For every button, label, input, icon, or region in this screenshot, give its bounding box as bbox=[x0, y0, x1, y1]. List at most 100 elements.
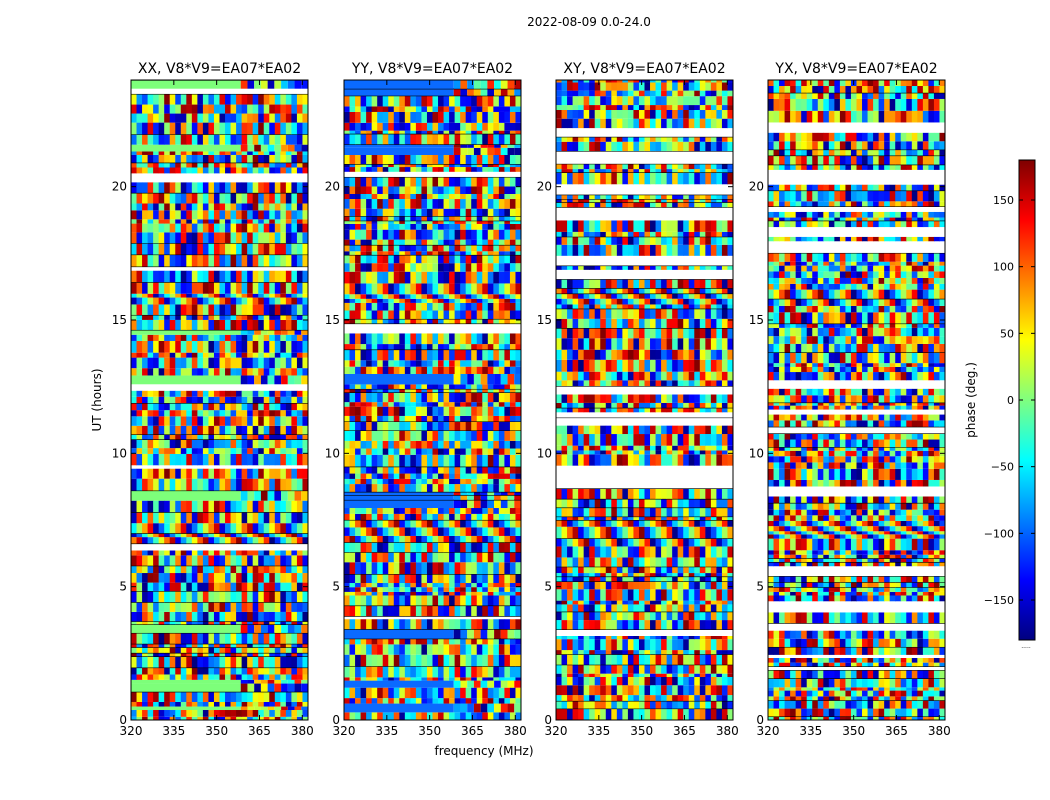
heatmap-row bbox=[768, 715, 945, 720]
heatmap-row bbox=[556, 573, 733, 577]
x-tick-label: 380 bbox=[291, 724, 314, 738]
heatmap-row bbox=[768, 502, 945, 510]
heatmap-row bbox=[556, 673, 733, 678]
heatmap-row bbox=[344, 573, 521, 584]
heatmap-row bbox=[344, 294, 521, 299]
y-tick-label: 0 bbox=[332, 713, 340, 727]
heatmap-row bbox=[556, 402, 733, 408]
colorbar-ticks: 150 100 50 0 −50 −100 −150 bbox=[984, 194, 1035, 607]
heatmap-row bbox=[556, 96, 733, 106]
heatmap-row bbox=[131, 632, 308, 644]
heatmap-row bbox=[131, 368, 308, 376]
heatmap-row bbox=[131, 329, 308, 335]
heatmap-row bbox=[344, 644, 521, 655]
heatmap-row bbox=[344, 298, 521, 303]
heatmap-row bbox=[131, 104, 308, 114]
heatmap-row bbox=[131, 390, 308, 397]
heatmap-row bbox=[768, 122, 945, 133]
heatmap-row bbox=[768, 654, 945, 658]
heatmap-row bbox=[768, 486, 945, 497]
x-tick-label: 335 bbox=[375, 724, 398, 738]
heatmap-row bbox=[768, 265, 945, 272]
heatmap-row bbox=[556, 269, 733, 280]
heatmap-row bbox=[768, 515, 945, 521]
heatmap-row bbox=[556, 526, 733, 539]
heatmap-row bbox=[131, 537, 308, 544]
heatmap-row bbox=[768, 220, 945, 228]
heatmap-row bbox=[131, 555, 308, 566]
x-tick-label: 365 bbox=[885, 724, 908, 738]
heatmap-row bbox=[768, 662, 945, 667]
heatmap-row bbox=[556, 206, 733, 212]
heatmap-row bbox=[556, 380, 733, 387]
heatmap-row bbox=[344, 587, 521, 592]
heatmap-row bbox=[131, 683, 308, 692]
heatmap-row bbox=[344, 122, 521, 131]
heatmap-row bbox=[556, 604, 733, 612]
heatmap-row bbox=[344, 402, 521, 407]
heatmap-row bbox=[768, 630, 945, 639]
heatmap-row bbox=[556, 589, 733, 601]
heatmap-row bbox=[344, 215, 521, 221]
heatmap-row bbox=[768, 380, 945, 389]
panel-title: XY, V8*V9=EA07*EA02 bbox=[563, 61, 725, 77]
heatmap-row bbox=[344, 271, 521, 284]
heatmap-row bbox=[131, 550, 308, 556]
heatmap-row bbox=[768, 432, 945, 440]
heatmap-row bbox=[768, 401, 945, 406]
heatmap-row bbox=[556, 163, 733, 170]
heatmap-row bbox=[768, 601, 945, 613]
heatmap-row bbox=[131, 232, 308, 244]
y-tick-label: 10 bbox=[112, 446, 127, 460]
heatmap-row bbox=[556, 407, 733, 413]
heatmap-row bbox=[556, 385, 733, 395]
heatmap-row bbox=[131, 523, 308, 534]
x-tick-label: 380 bbox=[716, 724, 739, 738]
heatmap-row bbox=[344, 654, 521, 667]
y-tick-label: 5 bbox=[544, 580, 552, 594]
heatmap-row bbox=[344, 527, 521, 536]
heatmap-row bbox=[556, 610, 733, 621]
panel-frame bbox=[130, 79, 309, 721]
heatmap-row bbox=[556, 454, 733, 466]
heatmap-row bbox=[344, 244, 521, 252]
x-tick-label: 350 bbox=[205, 724, 228, 738]
heatmap-row bbox=[344, 322, 521, 334]
heatmap-row bbox=[131, 468, 308, 479]
heatmap-row bbox=[344, 251, 521, 255]
heatmap-row bbox=[131, 652, 308, 657]
heatmap-row bbox=[131, 601, 308, 612]
heatmap-row bbox=[556, 685, 733, 696]
heatmap-row bbox=[131, 410, 308, 417]
heatmap-row bbox=[344, 229, 521, 240]
heatmap-row bbox=[768, 211, 945, 218]
heatmap-row bbox=[556, 220, 733, 232]
heatmap-row bbox=[131, 203, 308, 211]
heatmap-row bbox=[131, 511, 308, 524]
heatmap-row bbox=[556, 628, 733, 637]
x-tick-label: 320 bbox=[120, 724, 143, 738]
heatmap-row bbox=[768, 351, 945, 364]
heatmap-row bbox=[344, 494, 521, 500]
heatmap-row bbox=[131, 655, 308, 668]
heatmap-row bbox=[556, 359, 733, 372]
heatmap-row bbox=[556, 537, 733, 547]
heatmap-row bbox=[344, 448, 521, 455]
heatmap-row bbox=[768, 595, 945, 602]
heatmap-row bbox=[344, 604, 521, 617]
heatmap-row bbox=[556, 450, 733, 455]
colorbar-tick-label: −100 bbox=[984, 527, 1014, 540]
heatmap-row bbox=[131, 133, 308, 145]
heatmap-row bbox=[768, 446, 945, 451]
heatmap-row bbox=[556, 80, 733, 83]
x-tick-label: 335 bbox=[799, 724, 822, 738]
heatmap-row bbox=[131, 144, 308, 152]
heatmap-row bbox=[131, 701, 308, 707]
heatmap-row bbox=[556, 498, 733, 508]
heatmap-row bbox=[768, 526, 945, 532]
heatmap-row bbox=[344, 344, 521, 350]
heatmap-row bbox=[131, 375, 308, 385]
heatmap-row bbox=[556, 118, 733, 129]
y-tick-label: 5 bbox=[332, 580, 340, 594]
heatmap-row bbox=[556, 82, 733, 91]
